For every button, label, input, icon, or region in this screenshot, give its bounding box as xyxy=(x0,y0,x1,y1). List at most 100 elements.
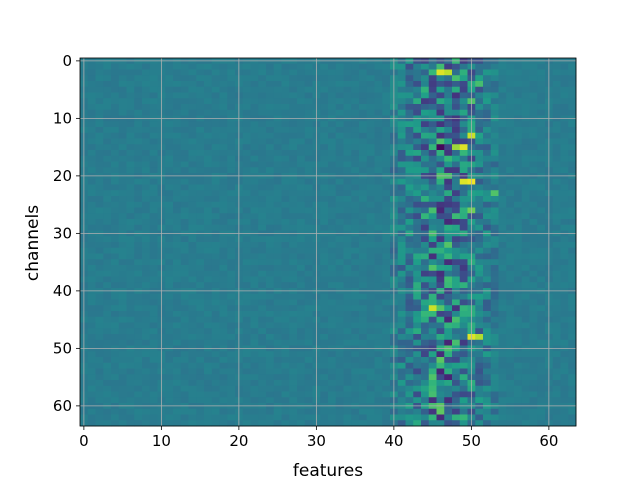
heatmap-cell xyxy=(514,380,523,387)
heatmap-cell xyxy=(173,184,182,191)
heatmap-cell xyxy=(126,127,135,134)
heatmap-cell xyxy=(452,374,461,381)
heatmap-cell xyxy=(103,316,112,323)
heatmap-cell xyxy=(304,167,313,174)
heatmap-cell xyxy=(320,98,329,105)
heatmap-cell xyxy=(428,144,437,151)
heatmap-cell xyxy=(103,368,112,375)
heatmap-cell xyxy=(514,138,523,145)
heatmap-cell xyxy=(281,391,290,398)
heatmap-cell xyxy=(428,391,437,398)
heatmap-cell xyxy=(242,219,251,226)
heatmap-cell xyxy=(452,150,461,157)
heatmap-cell xyxy=(351,305,360,312)
heatmap-cell xyxy=(180,374,189,381)
heatmap-cell xyxy=(506,138,515,145)
heatmap-cell xyxy=(227,236,236,243)
heatmap-cell xyxy=(204,219,213,226)
heatmap-cell xyxy=(142,178,151,185)
heatmap-cell xyxy=(428,75,437,82)
heatmap-cell xyxy=(258,339,267,346)
heatmap-cell xyxy=(498,92,507,99)
heatmap-cell xyxy=(95,259,104,266)
heatmap-cell xyxy=(211,213,220,220)
heatmap-cell xyxy=(514,351,523,358)
heatmap-cell xyxy=(552,138,561,145)
heatmap-cell xyxy=(188,414,197,421)
heatmap-cell xyxy=(258,362,267,369)
heatmap-cell xyxy=(204,276,213,283)
heatmap-cell xyxy=(273,236,282,243)
heatmap-cell xyxy=(165,127,174,134)
heatmap-cell xyxy=(490,293,499,300)
heatmap-cell xyxy=(95,311,104,318)
heatmap-cell xyxy=(529,190,538,197)
heatmap-cell xyxy=(118,213,127,220)
heatmap-cell xyxy=(537,328,546,335)
heatmap-cell xyxy=(374,98,383,105)
heatmap-cell xyxy=(560,259,569,266)
heatmap-cell xyxy=(537,299,546,306)
heatmap-cell xyxy=(219,109,228,116)
heatmap-cell xyxy=(320,385,329,392)
heatmap-cell xyxy=(87,161,96,168)
heatmap-cell xyxy=(537,397,546,404)
heatmap-cell xyxy=(521,207,530,214)
heatmap-cell xyxy=(118,81,127,88)
heatmap-cell xyxy=(165,207,174,214)
heatmap-cell xyxy=(165,339,174,346)
heatmap-cell xyxy=(351,311,360,318)
heatmap-cell xyxy=(529,282,538,289)
heatmap-cell xyxy=(273,270,282,277)
heatmap-cell xyxy=(413,362,422,369)
heatmap-cell xyxy=(529,414,538,421)
heatmap-cell xyxy=(568,362,577,369)
heatmap-cell xyxy=(87,293,96,300)
heatmap-cell xyxy=(421,380,430,387)
heatmap-cell xyxy=(359,397,368,404)
heatmap-cell xyxy=(180,109,189,116)
heatmap-cell xyxy=(204,178,213,185)
heatmap-cell xyxy=(118,121,127,128)
heatmap-cell xyxy=(180,293,189,300)
heatmap-cell xyxy=(95,242,104,249)
heatmap-cell xyxy=(320,150,329,157)
heatmap-cell xyxy=(366,305,375,312)
heatmap-cell xyxy=(134,178,143,185)
heatmap-cell xyxy=(521,242,530,249)
heatmap-cell xyxy=(118,150,127,157)
heatmap-cell xyxy=(188,242,197,249)
heatmap-cell xyxy=(173,357,182,364)
heatmap-cell xyxy=(134,293,143,300)
heatmap-cell xyxy=(359,247,368,254)
heatmap-cell xyxy=(297,362,306,369)
heatmap-cell xyxy=(173,282,182,289)
heatmap-cell xyxy=(475,397,484,404)
heatmap-cell xyxy=(498,391,507,398)
heatmap-cell xyxy=(328,362,337,369)
heatmap-cell xyxy=(382,138,391,145)
heatmap-cell xyxy=(506,132,515,139)
heatmap-cell xyxy=(568,397,577,404)
heatmap-cell xyxy=(87,190,96,197)
heatmap-cell xyxy=(568,368,577,375)
heatmap-cell xyxy=(413,322,422,329)
heatmap-cell xyxy=(405,98,414,105)
heatmap-cell xyxy=(483,184,492,191)
heatmap-cell xyxy=(173,75,182,82)
heatmap-cell xyxy=(428,92,437,99)
heatmap-cell xyxy=(521,397,530,404)
heatmap-cell xyxy=(165,132,174,139)
heatmap-cell xyxy=(118,414,127,421)
heatmap-cell xyxy=(297,190,306,197)
heatmap-cell xyxy=(444,104,453,111)
heatmap-cell xyxy=(266,127,275,134)
heatmap-cell xyxy=(459,161,468,168)
heatmap-cell xyxy=(227,150,236,157)
heatmap-cell xyxy=(211,334,220,341)
heatmap-cell xyxy=(118,270,127,277)
heatmap-cell xyxy=(506,196,515,203)
heatmap-cell xyxy=(366,299,375,306)
heatmap-cell xyxy=(514,420,523,427)
heatmap-cell xyxy=(111,357,120,364)
